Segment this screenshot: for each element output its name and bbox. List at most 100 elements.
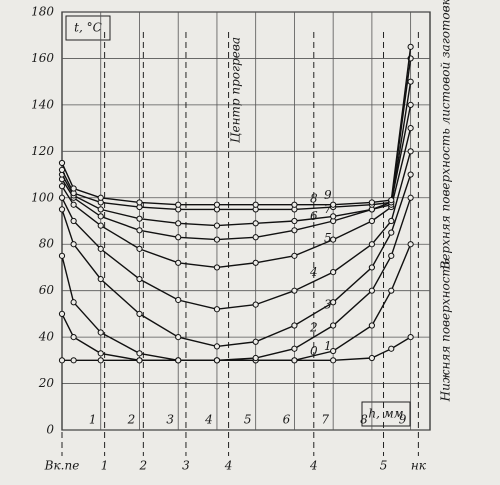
curve: [61, 127, 412, 269]
point: [330, 322, 337, 329]
x-axis-label: h, мм: [368, 407, 403, 421]
point: [388, 217, 395, 225]
point: [136, 310, 143, 317]
point: [70, 334, 77, 341]
annotation: Центр прогрева: [229, 37, 243, 143]
x-tick-label: 1: [89, 413, 97, 427]
point: [97, 357, 104, 364]
point: [70, 201, 77, 208]
curve: [61, 243, 412, 361]
point: [213, 306, 221, 313]
curve-label: 2: [309, 321, 318, 335]
point: [175, 220, 182, 227]
point: [291, 217, 298, 225]
point: [291, 287, 298, 294]
point: [407, 334, 414, 341]
point: [330, 357, 337, 364]
point: [252, 220, 259, 227]
curve: [61, 174, 412, 348]
y-tick-label: 160: [31, 51, 54, 65]
point: [407, 194, 414, 201]
curve: [61, 58, 412, 211]
point: [213, 264, 221, 271]
point: [407, 78, 414, 85]
point: [330, 213, 337, 220]
y-tick-label: 140: [31, 97, 54, 111]
curve-label: 6: [310, 209, 318, 223]
point: [70, 357, 77, 364]
y-label-box: [65, 15, 111, 41]
y-tick-label: 40: [38, 330, 55, 344]
x-tick-label: 9: [399, 413, 407, 427]
point: [58, 194, 66, 201]
x2-tick-label: нк: [411, 459, 427, 473]
point: [252, 234, 259, 241]
point: [213, 236, 221, 243]
point: [407, 171, 414, 178]
point: [70, 185, 77, 192]
point: [291, 345, 298, 352]
point: [136, 199, 143, 206]
curve: [61, 81, 412, 227]
point: [291, 227, 298, 234]
x-tick-label: 4: [204, 413, 213, 427]
point: [368, 264, 375, 271]
point: [388, 229, 395, 236]
y-axis-label: t, °C: [74, 21, 102, 35]
point: [70, 241, 77, 248]
point: [252, 259, 259, 266]
point: [388, 197, 395, 204]
curve: [61, 197, 412, 361]
point: [368, 217, 375, 225]
x2-tick-label: 3: [182, 459, 190, 473]
point: [252, 354, 259, 362]
curve-label: 5: [324, 231, 332, 245]
point: [58, 183, 66, 190]
point: [388, 287, 395, 294]
curve: [61, 151, 412, 310]
point: [291, 252, 298, 259]
x2-tick-label: 4: [309, 459, 318, 473]
point: [330, 299, 337, 306]
point: [97, 213, 104, 220]
curve: [61, 46, 412, 206]
curve-label: 3: [324, 297, 332, 311]
curve-label: 4: [309, 265, 318, 279]
point: [175, 201, 182, 208]
x2-tick-label: 4: [224, 459, 233, 473]
y-tick-label: 60: [39, 283, 55, 297]
y-tick-label: 100: [31, 190, 54, 204]
point: [407, 43, 414, 50]
point: [291, 322, 298, 329]
point: [213, 201, 221, 208]
point: [97, 350, 104, 357]
point: [136, 245, 143, 252]
point: [252, 338, 259, 345]
point: [175, 357, 182, 364]
point: [213, 343, 221, 350]
x2-tick-label: 2: [139, 459, 148, 473]
y-tick-label: 180: [31, 5, 54, 19]
point: [97, 222, 104, 229]
x-tick-label: 7: [321, 413, 329, 427]
x-tick-label: 3: [166, 413, 174, 427]
y-tick-label: 80: [39, 237, 55, 251]
annotation: Верхняя поверхность листовой заготовки: [439, 0, 453, 270]
point: [213, 357, 221, 364]
point: [70, 299, 77, 306]
point: [175, 296, 182, 304]
point: [58, 206, 66, 213]
point: [330, 236, 337, 243]
point: [175, 259, 182, 266]
curve-label: 1: [324, 339, 332, 353]
x2-tick-label: 5: [380, 459, 388, 473]
point: [58, 357, 66, 364]
point: [97, 206, 104, 213]
x2-tick-label: 1: [101, 459, 109, 473]
curve-label: 9: [324, 188, 332, 202]
point: [58, 159, 66, 167]
curve-label: 0: [310, 344, 318, 358]
annotation: Нижняя поверхность: [439, 259, 453, 403]
x2-tick-label: Вк.пе: [44, 459, 80, 473]
point: [252, 301, 259, 308]
